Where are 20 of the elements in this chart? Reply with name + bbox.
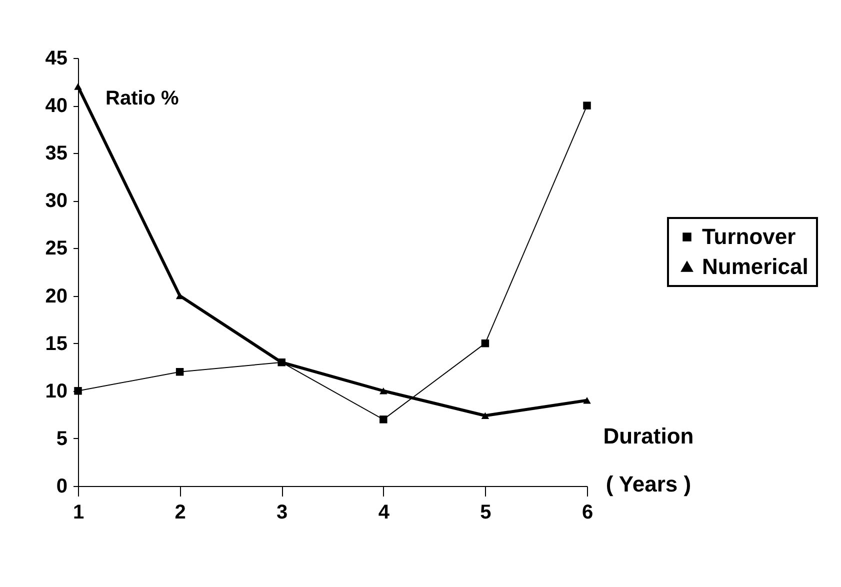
x-tick-label: 1: [72, 502, 84, 524]
x-tick-label: 3: [276, 502, 288, 524]
y-tick-label: 5: [56, 428, 68, 450]
y-tick-label: 0: [56, 476, 68, 498]
y-tick-label: 35: [45, 142, 68, 165]
y-tick-label: 15: [45, 332, 68, 355]
y-tick-label: 30: [45, 190, 68, 212]
y-tick-label: 20: [45, 285, 68, 308]
legend-label: Turnover: [702, 224, 796, 249]
x-tick-label: 2: [174, 502, 186, 524]
x-axis-title: Duration ( Years ): [603, 424, 694, 496]
y-tick-label: 40: [45, 95, 68, 118]
y-axis-title: Ratio %: [106, 88, 180, 110]
x-tick-label: 4: [378, 502, 390, 524]
y-tick-label: 45: [45, 48, 68, 70]
x-tick-label: 6: [582, 502, 594, 524]
y-tick-label: 10: [45, 380, 68, 402]
x-tick-label: 5: [480, 502, 492, 524]
y-tick-label: 25: [45, 238, 68, 260]
legend-label: Numerical: [702, 254, 808, 279]
